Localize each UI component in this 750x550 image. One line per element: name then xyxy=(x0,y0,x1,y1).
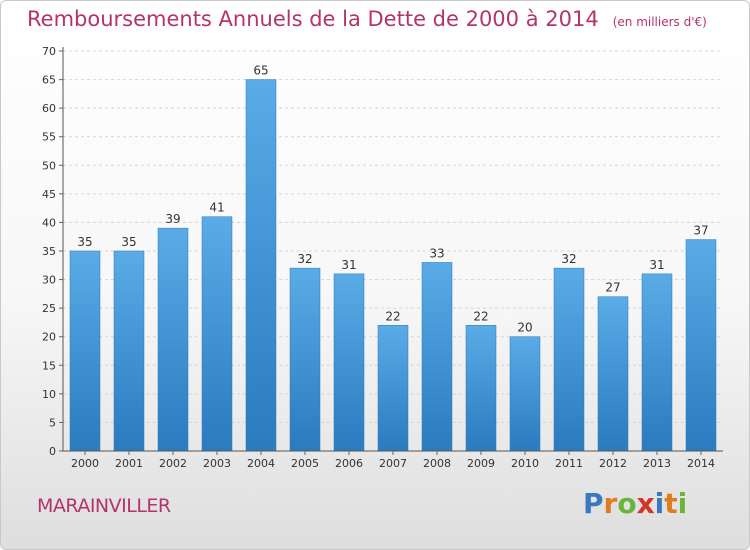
x-tick-label: 2007 xyxy=(379,457,407,470)
y-tick-label: 30 xyxy=(42,274,56,287)
x-tick-label: 2013 xyxy=(643,457,671,470)
data-label: 37 xyxy=(693,224,708,238)
x-tick-label: 2014 xyxy=(687,457,715,470)
data-label: 32 xyxy=(561,252,576,266)
y-tick-label: 60 xyxy=(42,102,56,115)
data-label: 22 xyxy=(385,309,400,323)
logo-letter: t xyxy=(664,487,678,520)
bar xyxy=(553,267,585,452)
data-label: 35 xyxy=(77,235,92,249)
x-tick-label: 2012 xyxy=(599,457,627,470)
chart-subtitle: (en milliers d'€) xyxy=(612,15,707,29)
bar xyxy=(509,336,541,452)
logo-letter: i xyxy=(677,487,688,520)
data-label: 41 xyxy=(209,201,224,215)
x-tick-label: 2008 xyxy=(423,457,451,470)
bar xyxy=(685,239,717,452)
y-tick-label: 0 xyxy=(49,445,56,458)
logo-letter: x xyxy=(636,487,655,520)
data-label: 27 xyxy=(605,281,620,295)
title-row: Remboursements Annuels de la Dette de 20… xyxy=(27,7,707,31)
proxiti-logo: Proxiti xyxy=(583,487,687,520)
y-tick-label: 70 xyxy=(42,45,56,58)
y-tick-label: 55 xyxy=(42,131,56,144)
bar xyxy=(333,273,365,452)
logo-letter: P xyxy=(583,487,604,520)
bar xyxy=(113,250,145,452)
bar xyxy=(377,325,409,452)
x-tick-label: 2010 xyxy=(511,457,539,470)
data-label: 31 xyxy=(341,258,356,272)
x-tick-label: 2009 xyxy=(467,457,495,470)
y-tick-label: 15 xyxy=(42,359,56,372)
y-tick-label: 45 xyxy=(42,188,56,201)
data-label: 31 xyxy=(649,258,664,272)
x-tick-label: 2004 xyxy=(247,457,275,470)
x-tick-label: 2011 xyxy=(555,457,583,470)
bar xyxy=(157,227,189,452)
data-label: 32 xyxy=(297,252,312,266)
axes: 0 5 10 15 20 25 30 35 40 45 50 55 60 65 70 2000 2001 2002… xyxy=(42,45,723,470)
bar xyxy=(421,262,453,452)
data-label: 39 xyxy=(165,212,180,226)
x-tick-label: 2000 xyxy=(71,457,99,470)
y-tick-label: 20 xyxy=(42,331,56,344)
bar xyxy=(641,273,673,452)
bar xyxy=(289,267,321,452)
bar xyxy=(465,325,497,452)
data-label: 65 xyxy=(253,64,268,78)
data-label: 22 xyxy=(473,309,488,323)
x-tick-label: 2001 xyxy=(115,457,143,470)
bar xyxy=(69,250,101,452)
logo-letter: r xyxy=(603,487,618,520)
data-label: 33 xyxy=(429,246,444,260)
y-tick-label: 50 xyxy=(42,159,56,172)
bar xyxy=(201,216,233,452)
logo-letter: o xyxy=(617,487,637,520)
chart-title: Remboursements Annuels de la Dette de 20… xyxy=(27,7,599,31)
x-tick-label: 2002 xyxy=(159,457,187,470)
y-tick-label: 5 xyxy=(49,416,56,429)
x-tick-label: 2006 xyxy=(335,457,363,470)
data-label: 35 xyxy=(121,235,136,249)
y-tick-label: 10 xyxy=(42,388,56,401)
y-tick-label: 40 xyxy=(42,216,56,229)
x-tick-label: 2003 xyxy=(203,457,231,470)
data-label: 20 xyxy=(517,321,532,335)
x-tick-label: 2005 xyxy=(291,457,319,470)
y-tick-label: 65 xyxy=(42,74,56,87)
y-tick-label: 25 xyxy=(42,302,56,315)
bar xyxy=(597,296,629,452)
y-tick-label: 35 xyxy=(42,245,56,258)
bar xyxy=(245,79,277,452)
logo-letter: i xyxy=(654,487,665,520)
commune-name: MARAINVILLER xyxy=(37,495,171,517)
bars: 35 35 39 41 65 32 31 22 33 22 20 32 27 31 37 xyxy=(69,64,717,452)
